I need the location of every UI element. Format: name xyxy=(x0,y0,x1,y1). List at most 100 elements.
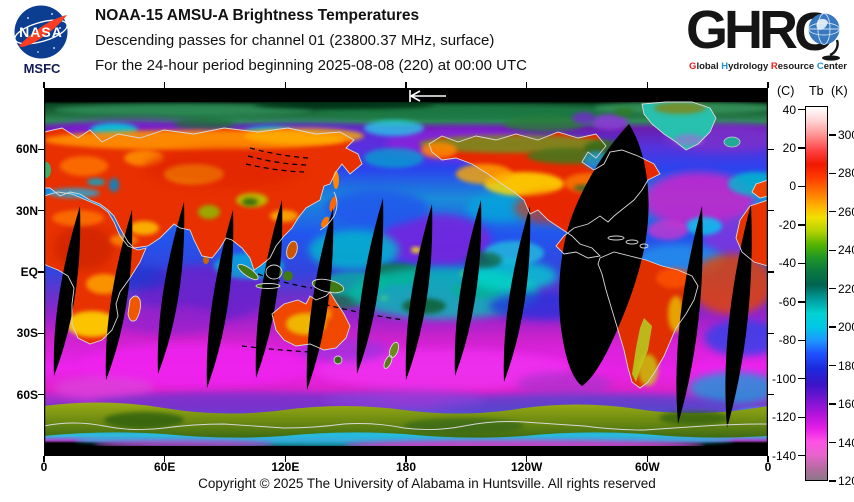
celsius-tick-mark xyxy=(798,185,805,188)
coverage-gap xyxy=(503,206,531,382)
coverage-gap xyxy=(676,206,703,424)
celsius-tick-label: -140 xyxy=(771,448,796,463)
coverage-gap xyxy=(53,206,81,376)
lon-tick-mark xyxy=(767,456,769,462)
lon-tick-label: 180 xyxy=(395,460,417,474)
lat-tick-mark xyxy=(768,209,774,212)
ghrc-letter-g: G xyxy=(686,0,728,60)
coverage-gap xyxy=(306,208,334,390)
ghrc-logo-letters: G H R C xyxy=(686,0,848,66)
ghrc-subtitle: Global Hydrology Resource Center xyxy=(684,61,852,72)
lon-tick-label: 0 xyxy=(764,460,772,474)
antarctica-coastline xyxy=(44,421,768,431)
lon-tick-mark xyxy=(284,82,287,88)
lon-tick-mark xyxy=(163,82,166,88)
celsius-tick-label: -60 xyxy=(778,294,796,309)
lat-tick-label: 30N xyxy=(15,203,38,218)
lat-tick-label: 60S xyxy=(16,387,38,402)
brightness-temperature-map xyxy=(44,88,768,456)
ghrc-logo: G H R C Global Hydrology Resource Center xyxy=(684,0,852,76)
nasa-orbit-ellipse xyxy=(14,19,68,45)
kelvin-tick-mark xyxy=(829,441,836,444)
ghrc-subtitle-segment: H xyxy=(721,61,729,72)
colorbar-gradient xyxy=(805,106,828,481)
celsius-tick-mark xyxy=(798,262,805,265)
kelvin-tick-label: 300 xyxy=(838,127,854,142)
lon-tick-label: 60E xyxy=(153,460,176,474)
japan-coastline xyxy=(319,191,338,231)
coastline-overlay xyxy=(44,101,768,431)
msfc-label: MSFC xyxy=(23,61,61,76)
copyright-notice: Copyright © 2025 The University of Alaba… xyxy=(198,476,656,491)
lon-tick-label: 60W xyxy=(634,460,660,474)
kelvin-tick-label: 180 xyxy=(838,358,854,373)
lat-tick-mark xyxy=(38,393,44,396)
lat-tick-label: 30S xyxy=(16,326,38,341)
missing-data-swath xyxy=(559,124,649,386)
lon-tick-mark xyxy=(525,82,528,88)
lat-tick-mark xyxy=(768,271,774,273)
kelvin-tick-label: 140 xyxy=(838,435,854,450)
ghrc-letter-r: R xyxy=(759,0,798,60)
ghrc-subtitle-segment: ydrology xyxy=(728,61,771,72)
lon-tick-label: 120E xyxy=(271,460,300,474)
orbit-track-dashes xyxy=(241,147,405,353)
coverage-gap xyxy=(725,204,752,428)
lat-tick-mark xyxy=(768,148,774,151)
kelvin-tick-mark xyxy=(829,403,836,405)
lat-tick-mark xyxy=(768,332,774,335)
kelvin-tick-mark xyxy=(829,134,836,136)
colorbar-quantity-label: Tb xyxy=(809,84,824,98)
south-pole-nodata-bar xyxy=(44,446,768,456)
lon-tick-mark xyxy=(43,456,45,462)
globe-landmass xyxy=(816,18,829,30)
colorbar-unit-celsius: (C) xyxy=(777,84,795,98)
coverage-gap xyxy=(356,198,384,374)
coverage-gap xyxy=(157,202,185,374)
lat-tick-mark xyxy=(38,332,44,335)
north-pole-nodata-bar xyxy=(44,88,768,102)
lon-tick-mark xyxy=(405,456,407,462)
lon-tick-mark xyxy=(646,456,649,462)
celsius-tick-label: -80 xyxy=(778,333,796,348)
celsius-tick-mark xyxy=(798,455,805,457)
page-subtitle-2: For the 24-hour period beginning 2025-08… xyxy=(95,57,527,74)
lon-tick-label: 0 xyxy=(40,460,48,474)
lon-tick-mark xyxy=(284,456,287,462)
coverage-gap xyxy=(405,204,433,380)
celsius-tick-label: 20 xyxy=(782,141,796,156)
lon-tick-mark xyxy=(163,456,166,462)
nasa-logo: NASA xyxy=(14,5,68,59)
coverage-gap xyxy=(454,200,482,376)
kelvin-tick-label: 160 xyxy=(838,397,854,412)
coverage-gap xyxy=(206,210,234,388)
nasa-red-swoosh xyxy=(19,15,67,47)
lat-tick-label: EQ xyxy=(20,265,38,279)
lat-tick-mark xyxy=(768,393,774,396)
page-title: NOAA-15 AMSU-A Brightness Temperatures xyxy=(95,7,420,24)
celsius-tick-label: -100 xyxy=(771,371,796,386)
kelvin-tick-mark xyxy=(829,172,836,174)
globe-stand-base xyxy=(822,55,841,61)
celsius-tick-mark xyxy=(798,224,805,226)
kelvin-tick-label: 280 xyxy=(838,166,854,181)
lat-tick-mark xyxy=(38,271,44,273)
lon-tick-mark xyxy=(767,82,769,88)
ghrc-subtitle-segment: lobal xyxy=(696,61,722,72)
celsius-tick-mark xyxy=(798,339,805,342)
celsius-tick-mark xyxy=(798,108,805,111)
kelvin-tick-mark xyxy=(829,326,836,328)
lon-tick-mark xyxy=(525,456,528,462)
celsius-tick-label: -40 xyxy=(778,256,796,271)
lon-tick-mark xyxy=(646,82,649,88)
kelvin-tick-mark xyxy=(829,364,836,367)
lon-tick-label: 120W xyxy=(510,460,543,474)
kelvin-tick-mark xyxy=(829,480,836,482)
ghrc-subtitle-segment: R xyxy=(770,61,778,72)
lat-tick-label: 60N xyxy=(15,142,38,157)
continent-fills xyxy=(44,102,768,388)
ghrc-subtitle-segment: esource xyxy=(777,61,817,72)
kelvin-tick-label: 120 xyxy=(838,474,854,488)
kelvin-tick-label: 200 xyxy=(838,320,854,335)
ghrc-subtitle-segment: enter xyxy=(823,61,847,72)
